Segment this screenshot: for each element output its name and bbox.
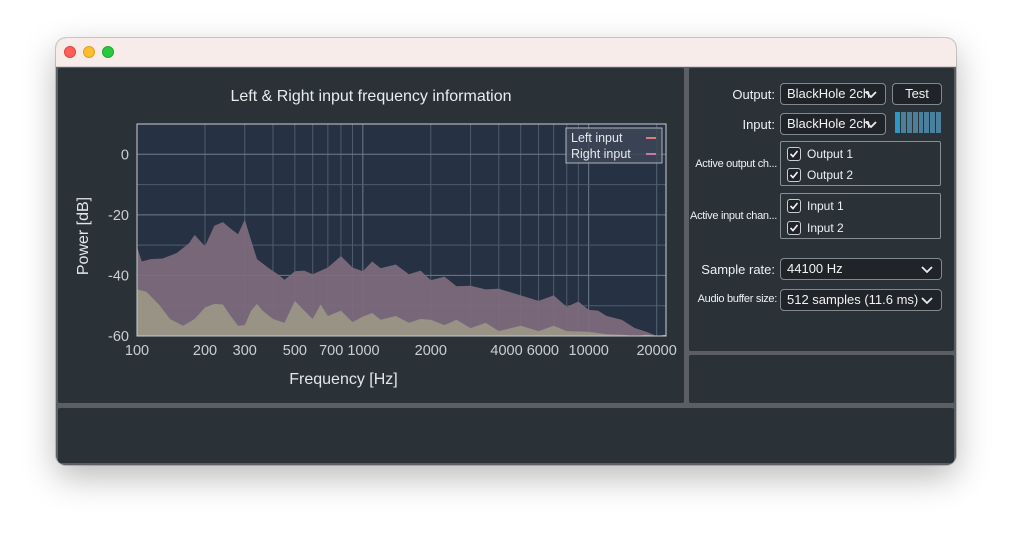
close-window-button[interactable] [64,46,76,58]
y-tick-label: -40 [108,268,129,284]
meter-segment [930,112,936,133]
sample-rate-value: 44100 Hz [787,261,843,276]
spectrum-graph-panel: Left & Right input frequency information… [58,68,684,403]
legend-entry-label: Right input [571,147,631,161]
output-channels-group: Output 1 Output 2 [780,141,941,186]
meter-segment [900,112,906,133]
meter-segment [936,112,941,133]
settings-panel: Output: BlackHole 2ch Test Input: BlackH… [689,68,954,351]
input-channels-group: Input 1 Input 2 [780,193,941,239]
side-lower-panel [689,355,954,403]
output-2-checkbox[interactable]: Output 2 [787,166,853,184]
meter-segment [918,112,924,133]
input-level-meter [895,112,941,133]
zoom-window-button[interactable] [102,46,114,58]
check-icon [789,150,799,158]
y-tick-label: -20 [108,208,129,224]
x-tick-label: 2000 [415,343,447,359]
check-icon [789,202,799,210]
series-area-right-input [137,219,666,336]
legend-box [565,127,663,164]
checkbox-box[interactable] [787,147,801,161]
input-1-label: Input 1 [807,199,844,213]
output-device-value: BlackHole 2ch [787,86,871,101]
checkbox-box[interactable] [787,199,801,213]
chart-title: Left & Right input frequency information [230,88,512,105]
minimize-window-button[interactable] [83,46,95,58]
buffer-size-label: Audio buffer size: [697,293,778,305]
output-label: Output: [732,87,775,102]
output-1-label: Output 1 [807,147,854,161]
y-tick-label: 0 [121,147,129,163]
x-tick-label: 20000 [636,343,676,359]
meter-segment [924,112,930,133]
window-content: Left & Right input frequency information… [56,67,956,465]
checkbox-box[interactable] [787,168,801,182]
input-label: Input: [742,117,775,132]
chevron-down-icon [921,297,933,304]
input-2-label: Input 2 [807,221,844,235]
check-icon [789,224,799,232]
output-1-checkbox[interactable]: Output 1 [787,145,853,163]
sample-rate-select[interactable]: 44100 Hz [780,258,942,280]
input-1-checkbox[interactable]: Input 1 [787,197,844,215]
meter-segment [906,112,912,133]
x-tick-label: 4000 6000 [490,343,559,359]
meter-segment [895,112,900,133]
series-area-left-input [137,289,666,336]
chevron-down-icon [865,121,877,128]
legend-entry-label: Left input [571,131,623,145]
buffer-size-select[interactable]: 512 samples (11.6 ms) [780,289,942,311]
test-button[interactable]: Test [892,83,942,105]
x-tick-label: 700 1000 [319,343,379,359]
x-tick-label: 300 [233,343,257,359]
output-2-label: Output 2 [807,168,854,182]
checkbox-box[interactable] [787,221,801,235]
input-2-checkbox[interactable]: Input 2 [787,219,844,237]
active-input-channels-label: Active input chan... [690,210,777,222]
y-tick-label: -60 [108,329,129,345]
x-tick-label: 200 [193,343,217,359]
chevron-down-icon [865,91,877,98]
buffer-size-value: 512 samples (11.6 ms) [787,292,919,307]
x-tick-label: 10000 [569,343,609,359]
meter-segment [912,112,918,133]
plot-frame [136,123,667,337]
input-device-select[interactable]: BlackHole 2ch [780,113,886,135]
app-window: Left & Right input frequency information… [56,38,956,465]
input-device-value: BlackHole 2ch [787,116,871,131]
bottom-panel [58,408,954,463]
chevron-down-icon [921,266,933,273]
y-axis-label: Power [dB] [75,197,92,275]
sample-rate-label: Sample rate: [701,262,775,277]
check-icon [789,171,799,179]
output-device-select[interactable]: BlackHole 2ch [780,83,886,105]
x-tick-label: 500 [283,343,307,359]
active-output-channels-label: Active output ch... [695,158,777,170]
title-bar [56,38,956,67]
x-axis-label: Frequency [Hz] [289,371,397,388]
x-tick-label: 100 [125,343,149,359]
